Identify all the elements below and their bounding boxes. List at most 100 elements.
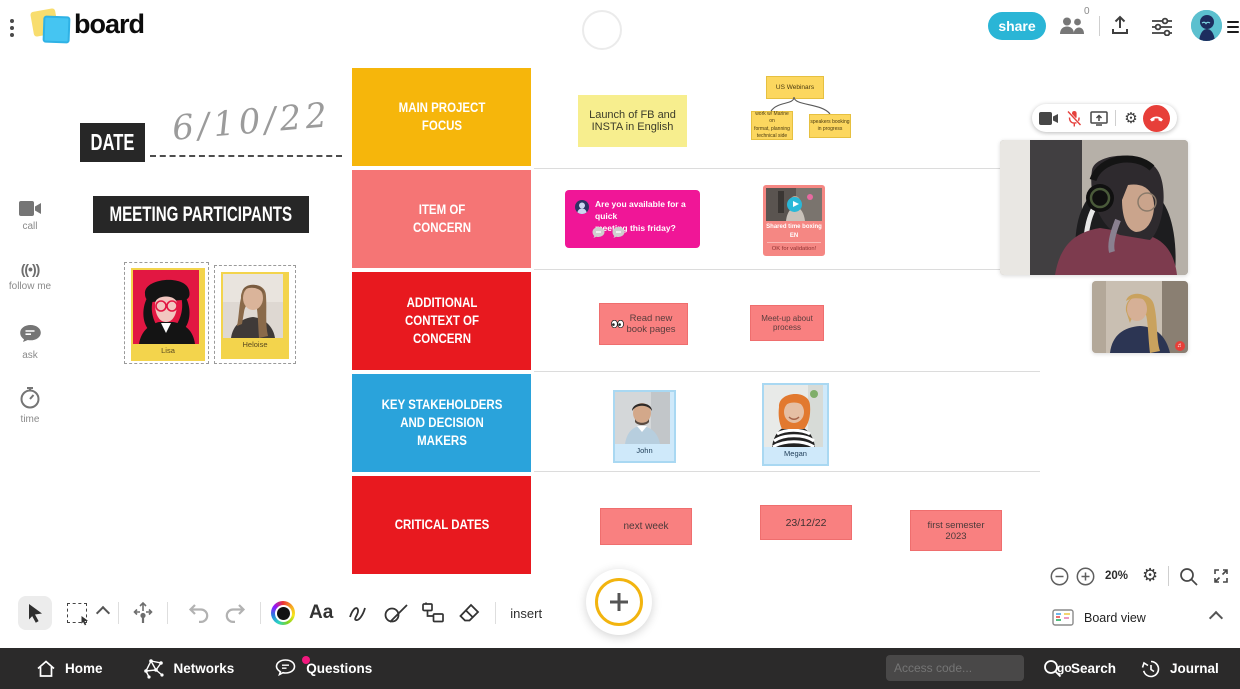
search-icon [1044, 660, 1062, 678]
plus-icon [595, 578, 643, 626]
color-picker-tool[interactable] [271, 601, 295, 625]
scribble-pen-tool[interactable] [347, 602, 371, 624]
sticky-text: first semester 2023 [927, 519, 985, 542]
zoom-in-button[interactable] [1076, 567, 1095, 586]
screen-share-icon[interactable] [1086, 110, 1112, 126]
search-canvas-icon[interactable] [1179, 567, 1198, 586]
app-menu-icon[interactable] [10, 16, 14, 40]
fullscreen-icon[interactable] [1212, 567, 1230, 585]
videocam-icon [19, 201, 41, 216]
john-photo [615, 392, 670, 444]
sticky-launch[interactable]: Launch of FB and INSTA in English [578, 95, 687, 147]
mindmap-root-us-webinars[interactable]: US Webinars [766, 76, 824, 99]
category-label: KEY STAKEHOLDERS AND DECISION MAKERS [381, 396, 502, 449]
share-button[interactable]: share [988, 12, 1046, 40]
stakeholder-card-megan[interactable]: Megan [762, 383, 829, 466]
participant-name: Lisa [161, 346, 175, 355]
reply-bubble-yes-icon[interactable] [591, 226, 606, 239]
lisa-illustration [133, 270, 199, 344]
toolbar-divider [167, 602, 168, 624]
undo-button[interactable] [184, 603, 214, 623]
home-icon [37, 660, 55, 677]
reply-bubble-no-icon[interactable] [611, 226, 626, 239]
hang-up-button[interactable] [1143, 104, 1170, 132]
megan-photo [764, 385, 823, 447]
sticky-read-pages[interactable]: Read new book pages [599, 303, 688, 345]
play-icon[interactable] [787, 197, 802, 212]
camera-icon[interactable] [1036, 111, 1062, 125]
select-tool-button[interactable] [18, 596, 52, 630]
mindmap-child-1[interactable]: work w/ Marine on format, planning techn… [751, 111, 793, 140]
category-critical-dates[interactable]: CRITICAL DATES [352, 476, 531, 574]
question-avatar [575, 200, 589, 214]
category-label: ITEM OF CONCERN [412, 201, 471, 235]
video-card-divider [767, 242, 821, 243]
video-feed-secondary[interactable] [1092, 281, 1188, 353]
nav-journal[interactable]: Journal [1141, 659, 1219, 679]
chevron-up-icon[interactable] [1208, 610, 1223, 625]
sidebar-item-ask[interactable]: ask [0, 324, 60, 361]
participant-card-heloise[interactable]: Heloise [214, 265, 296, 364]
stakeholder-card-john[interactable]: John [613, 390, 676, 463]
stakeholder-name: Megan [784, 449, 807, 458]
nav-label: Questions [306, 661, 373, 676]
call-settings-gear-icon[interactable]: ⚙ [1124, 108, 1138, 127]
connector-mindmap-tool[interactable] [421, 602, 445, 624]
nav-home[interactable]: Home [36, 659, 103, 678]
tool-options-chevron[interactable] [95, 605, 111, 621]
sidebar-item-call[interactable]: call [0, 200, 60, 232]
date-value[interactable]: 6/10/22 [170, 95, 333, 149]
participant-card-lisa[interactable]: Lisa [124, 262, 209, 364]
nav-search[interactable]: Search [1043, 659, 1116, 678]
zoom-level: 20% [1105, 570, 1129, 582]
mindmap-child-2[interactable]: speakers booking in progress [809, 114, 851, 138]
category-label: ADDITIONAL CONTEXT OF CONCERN [404, 294, 479, 347]
sticky-text: Read new book pages [626, 313, 676, 335]
add-element-button[interactable] [586, 569, 652, 635]
question-card[interactable]: Are you available for a quick meeting th… [565, 190, 700, 248]
upload-icon[interactable] [1110, 14, 1130, 36]
nav-questions[interactable]: Questions [274, 656, 373, 679]
access-code-go-button[interactable]: go [1057, 661, 1072, 675]
canvas-settings-gear-icon[interactable]: ⚙ [1142, 565, 1159, 586]
category-item-of-concern[interactable]: ITEM OF CONCERN [352, 170, 531, 268]
sticky-meetup[interactable]: Meet-up about process [750, 305, 824, 341]
marquee-select-tool[interactable] [64, 600, 90, 626]
row-separator [534, 269, 1040, 270]
sidebar-item-follow-me[interactable]: ((•)) follow me [0, 261, 60, 292]
user-avatar[interactable] [1191, 10, 1222, 41]
pan-move-tool[interactable] [129, 600, 157, 626]
sidebar-item-time[interactable]: time [0, 386, 60, 425]
callbar-divider [1115, 110, 1116, 126]
nav-networks[interactable]: Networks [143, 658, 234, 679]
redo-button[interactable] [220, 603, 250, 623]
board-view-selector[interactable]: Board view [1052, 609, 1223, 626]
shape-tool[interactable] [383, 602, 409, 624]
text-tool[interactable]: Aa [309, 602, 334, 623]
sticky-next-week[interactable]: next week [600, 508, 692, 545]
settings-sliders-icon[interactable] [1150, 16, 1174, 36]
category-additional-context[interactable]: ADDITIONAL CONTEXT OF CONCERN [352, 272, 531, 370]
eraser-tool[interactable] [457, 602, 481, 624]
video-thumbnail[interactable] [766, 188, 822, 221]
participants-title-box[interactable]: MEETING PARTICIPANTS [93, 196, 309, 233]
access-code-input[interactable] [886, 661, 1057, 675]
category-main-project-focus[interactable]: MAIN PROJECT FOCUS [352, 68, 531, 166]
sticky-text: next week [623, 521, 669, 532]
sticky-date-231222[interactable]: 23/12/22 [760, 505, 852, 540]
date-label-box[interactable]: DATE [80, 123, 145, 162]
participants-icon[interactable] [1058, 15, 1086, 37]
hamburger-menu-icon[interactable] [1227, 18, 1239, 36]
category-key-stakeholders[interactable]: KEY STAKEHOLDERS AND DECISION MAKERS [352, 374, 531, 472]
microphone-muted-icon[interactable] [1062, 110, 1086, 127]
stopwatch-icon [20, 387, 40, 409]
sticky-first-semester[interactable]: first semester 2023 [910, 510, 1002, 551]
logo-blue-square [42, 15, 71, 44]
insert-label[interactable]: insert [510, 605, 543, 621]
sticky-text: Launch of FB and INSTA in English [589, 109, 676, 133]
video-feed-main[interactable] [1000, 140, 1188, 275]
category-label: MAIN PROJECT FOCUS [398, 99, 485, 133]
zoom-out-button[interactable] [1050, 567, 1069, 586]
video-note-card[interactable]: Shared time boxing EN OK for validation! [763, 185, 825, 256]
